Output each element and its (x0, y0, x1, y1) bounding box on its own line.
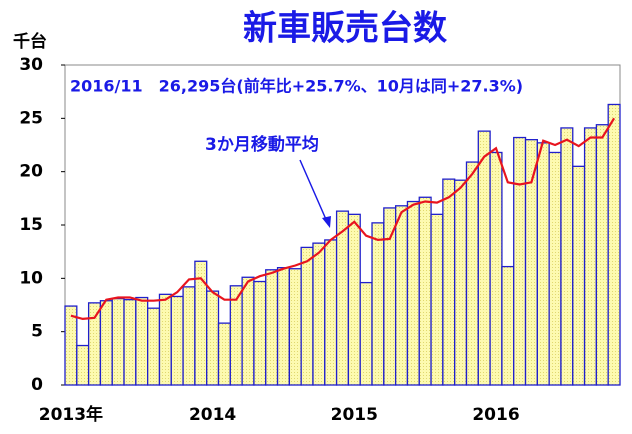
y-tick-label: 20 (19, 162, 43, 182)
bar (371, 222, 385, 386)
bar (513, 136, 527, 386)
annotation: 3か月移動平均 (205, 134, 319, 155)
bar (465, 161, 479, 386)
bar (572, 165, 586, 386)
bar (253, 280, 267, 386)
bar (394, 205, 409, 386)
bar (182, 286, 196, 386)
bar (406, 200, 420, 386)
bar (560, 127, 574, 386)
bar (548, 151, 562, 386)
x-tick-label: 2016 (472, 405, 519, 425)
bar (607, 103, 621, 386)
y-tick-label: 5 (31, 322, 43, 342)
moving-average-line (70, 117, 616, 321)
bar (265, 269, 279, 386)
bar (524, 139, 538, 386)
bar (583, 127, 598, 386)
bar (87, 302, 102, 386)
bar (276, 267, 291, 386)
bar (418, 196, 432, 386)
bar (359, 281, 373, 386)
bar (135, 296, 149, 386)
bar (312, 242, 326, 386)
bar (347, 213, 361, 386)
y-tick-label: 25 (19, 108, 43, 128)
bar (324, 239, 338, 386)
bar (217, 322, 231, 386)
bar (430, 213, 444, 386)
bar (383, 207, 397, 386)
bar (288, 268, 302, 386)
bar (111, 297, 125, 386)
bar (300, 246, 314, 386)
bar (536, 142, 550, 386)
y-axis-label: 千台 (13, 31, 47, 52)
bar (170, 295, 184, 386)
bar (489, 151, 503, 386)
annotation-arrowhead (322, 216, 331, 228)
bar (595, 124, 609, 386)
y-tick-label: 0 (31, 375, 43, 395)
bar (99, 300, 113, 386)
y-tick-label: 15 (19, 215, 43, 235)
bar (147, 307, 161, 386)
bar (206, 290, 220, 386)
annotation: 2016/11 26,295台(前年比+25.7%、10月は同+27.3%) (70, 77, 523, 96)
bar (123, 299, 137, 386)
x-tick-label: 2013年 (39, 404, 103, 425)
bar (442, 178, 456, 386)
bar (454, 179, 468, 386)
y-tick-label: 10 (19, 268, 43, 288)
bar (76, 344, 90, 386)
bar (158, 293, 172, 386)
bar (335, 210, 350, 386)
bar (477, 130, 491, 386)
annotation-arrow (299, 159, 329, 225)
chart-title: 新車販売台数 (243, 9, 447, 49)
x-tick-label: 2015 (331, 405, 378, 425)
y-tick-label: 30 (19, 55, 43, 75)
x-tick-label: 2014 (189, 405, 236, 425)
bar (501, 265, 515, 386)
bar (241, 276, 255, 386)
